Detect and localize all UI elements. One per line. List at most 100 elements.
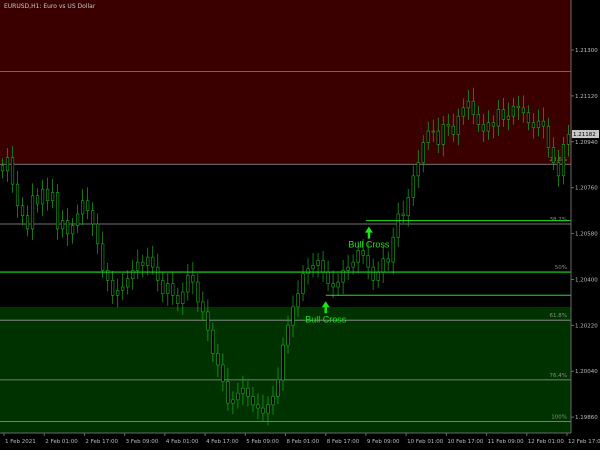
candle-body [81, 200, 85, 215]
candle-body [271, 396, 275, 406]
time-tick-label: 2 Feb 01:00 [45, 439, 78, 445]
fib-level-label: 61.8% [550, 313, 567, 319]
candle-body [96, 223, 100, 245]
candle-body [61, 220, 65, 230]
time-tick-label: 1 Feb 2021 [5, 439, 36, 445]
current-price-label: 1.21182 [573, 132, 596, 138]
fib-level-label: 50% [555, 265, 567, 271]
candle-body [391, 236, 395, 263]
candle-body [521, 107, 526, 114]
candle-body [5, 157, 10, 172]
candle-body [251, 396, 255, 406]
candle-body [476, 114, 480, 125]
candle-body [446, 124, 450, 127]
candle-body [116, 290, 120, 296]
discount-zone [0, 306, 571, 433]
candle-body [336, 281, 340, 288]
candle-body [176, 295, 180, 304]
candle-body [416, 162, 420, 177]
candle-body [161, 280, 165, 294]
candle-body [231, 399, 235, 404]
signal-label: Bull Cross [348, 240, 390, 250]
candle-body [491, 122, 495, 127]
signal-arrow-up-icon[interactable] [321, 301, 330, 314]
candle-body [456, 115, 460, 135]
time-tick-label: 9 Feb 09:00 [367, 439, 400, 445]
candle-body [166, 283, 170, 294]
candle-body [15, 183, 20, 207]
candle-body [301, 273, 305, 294]
candle-body [436, 130, 440, 145]
price-tick-label: 1.20760 [575, 186, 598, 192]
candle-body [111, 280, 115, 296]
time-tick-label: 10 Feb 01:00 [407, 439, 444, 445]
fib-level-label: 76.4% [550, 373, 567, 379]
candle-body [286, 324, 290, 346]
candles-layer [0, 87, 571, 426]
candle-body [256, 404, 260, 409]
candle-body [411, 175, 415, 198]
candle-body [40, 188, 45, 205]
candle-body [211, 329, 215, 354]
candle-body [45, 188, 50, 202]
candle-body [291, 306, 295, 326]
candle-body [556, 162, 561, 177]
candle-body [206, 311, 210, 331]
price-tick-label: 1.20580 [575, 232, 598, 238]
candle-body [91, 210, 95, 225]
candle-body [35, 195, 40, 205]
signals-layer: Bull CrossBullish EngulfingBull Cross [0, 220, 571, 324]
candle-body [396, 213, 400, 238]
candle-body [501, 109, 505, 120]
candle-body [371, 266, 375, 281]
time-tick-label: 12 Feb 01:00 [528, 439, 565, 445]
candle-body [311, 265, 315, 270]
candle-body [106, 270, 110, 281]
candle-body [526, 112, 531, 124]
time-tick-label: 4 Feb 01:00 [166, 439, 199, 445]
signal-arrow-up-icon[interactable] [364, 226, 373, 239]
time-tick-label: 11 Feb 09:00 [488, 439, 525, 445]
time-axis: 1 Feb 2021 2 Feb 01:00 2 Feb 17:00 3 Feb 09… [3, 433, 600, 445]
candle-body [536, 120, 541, 129]
candle-body [506, 115, 510, 120]
candle-body [171, 283, 175, 296]
candle-body [421, 142, 425, 163]
candle-body [496, 109, 500, 127]
chart-title: EURUSD,H1: Euro vs US Dollar [4, 3, 96, 10]
candle-body [361, 250, 365, 256]
time-tick-label: 5 Feb 09:00 [246, 439, 279, 445]
price-tick-label: 1.21120 [575, 94, 598, 100]
candle-body [401, 213, 405, 216]
time-tick-label: 12 Feb 17:00 [568, 439, 600, 445]
candle-body [261, 407, 265, 414]
time-tick-label: 3 Feb 09:00 [126, 439, 159, 445]
candle-body [126, 278, 130, 288]
price-tick-label: 1.20940 [575, 140, 598, 146]
candle-body [181, 291, 185, 304]
candle-body [551, 147, 556, 163]
candle-body [546, 125, 551, 148]
candle-body [86, 200, 90, 211]
time-tick-label: 8 Feb 17:00 [327, 439, 360, 445]
candle-body [20, 205, 25, 216]
candle-body [10, 157, 15, 185]
candle-body [216, 353, 220, 366]
candle-body [531, 122, 536, 129]
candle-body [331, 283, 335, 288]
candle-body [486, 122, 490, 132]
candle-body [71, 225, 75, 235]
candle-body [386, 258, 390, 263]
candle-body [0, 165, 5, 172]
candle-body [566, 134, 571, 145]
candle-body [101, 243, 105, 271]
candle-body [316, 260, 320, 266]
candle-body [341, 270, 345, 283]
zones-layer [0, 0, 571, 433]
price-tick-label: 1.19860 [575, 415, 598, 421]
candle-body [426, 130, 430, 143]
candle-body [50, 192, 55, 202]
candle-body [131, 270, 135, 280]
fib-level-label: 100% [551, 414, 567, 420]
